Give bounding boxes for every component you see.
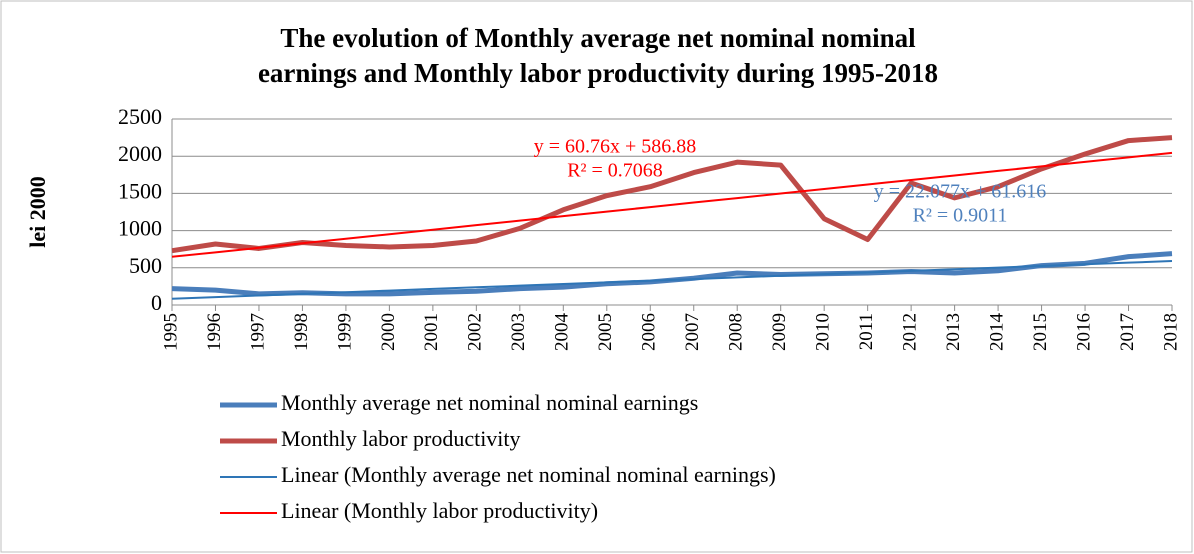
x-tick-label: 2007 [682, 313, 703, 351]
x-tick-label: 1996 [204, 313, 225, 351]
x-tick-label: 2012 [899, 313, 920, 351]
annotation: y = 60.76x + 586.88 [534, 136, 697, 158]
trend-line [171, 260, 1173, 300]
y-tick-label: 500 [129, 253, 162, 278]
x-tick-label: 1998 [291, 313, 312, 351]
y-tick-label: 1000 [118, 216, 162, 241]
y-tick-label: 0 [151, 290, 162, 315]
x-tick-label: 2002 [465, 313, 486, 351]
trend-line [171, 151, 1173, 258]
x-tick-label: 2004 [552, 313, 573, 352]
x-tick-label: 2003 [508, 313, 529, 351]
x-tick-label: 2013 [943, 313, 964, 351]
y-tick-label: 2500 [118, 104, 162, 129]
legend-label: Linear (Monthly average net nominal nomi… [281, 462, 776, 487]
annotation: R² = 0.7068 [567, 160, 663, 182]
annotation: R² = 0.9011 [913, 205, 1008, 227]
x-tick-label: 2017 [1117, 313, 1138, 351]
legend-label: Monthly labor productivity [281, 426, 521, 451]
data-line [171, 135, 1173, 254]
x-tick-label: 1997 [247, 313, 268, 351]
x-tick-label: 2009 [769, 313, 790, 351]
y-tick-label: 1500 [118, 178, 162, 203]
x-tick-label: 2010 [813, 313, 834, 351]
x-tick-label: 2014 [986, 313, 1007, 352]
x-tick-label: 2000 [378, 313, 399, 351]
annotation: y = 22.077x + 61.616 [874, 181, 1047, 203]
x-tick-label: 2016 [1073, 313, 1094, 351]
x-tick-label: 2005 [595, 313, 616, 351]
x-tick-label: 2006 [639, 313, 660, 351]
x-tick-label: 1999 [334, 313, 355, 351]
legend-label: Linear (Monthly labor productivity) [281, 498, 598, 523]
x-tick-label: 2018 [1160, 313, 1181, 351]
y-axis-label: lei 2000 [25, 176, 50, 248]
data-line [171, 251, 1173, 297]
x-tick-label: 1995 [160, 313, 181, 351]
x-tick-label: 2011 [856, 313, 877, 350]
x-tick-label: 2001 [421, 313, 442, 351]
x-tick-label: 2008 [726, 313, 747, 351]
y-tick-label: 2000 [118, 141, 162, 166]
chart-title: The evolution of Monthly average net nom… [280, 23, 916, 53]
legend-label: Monthly average net nominal nominal earn… [281, 390, 698, 415]
chart-title: earnings and Monthly labor productivity … [258, 58, 938, 88]
x-tick-label: 2015 [1030, 313, 1051, 351]
